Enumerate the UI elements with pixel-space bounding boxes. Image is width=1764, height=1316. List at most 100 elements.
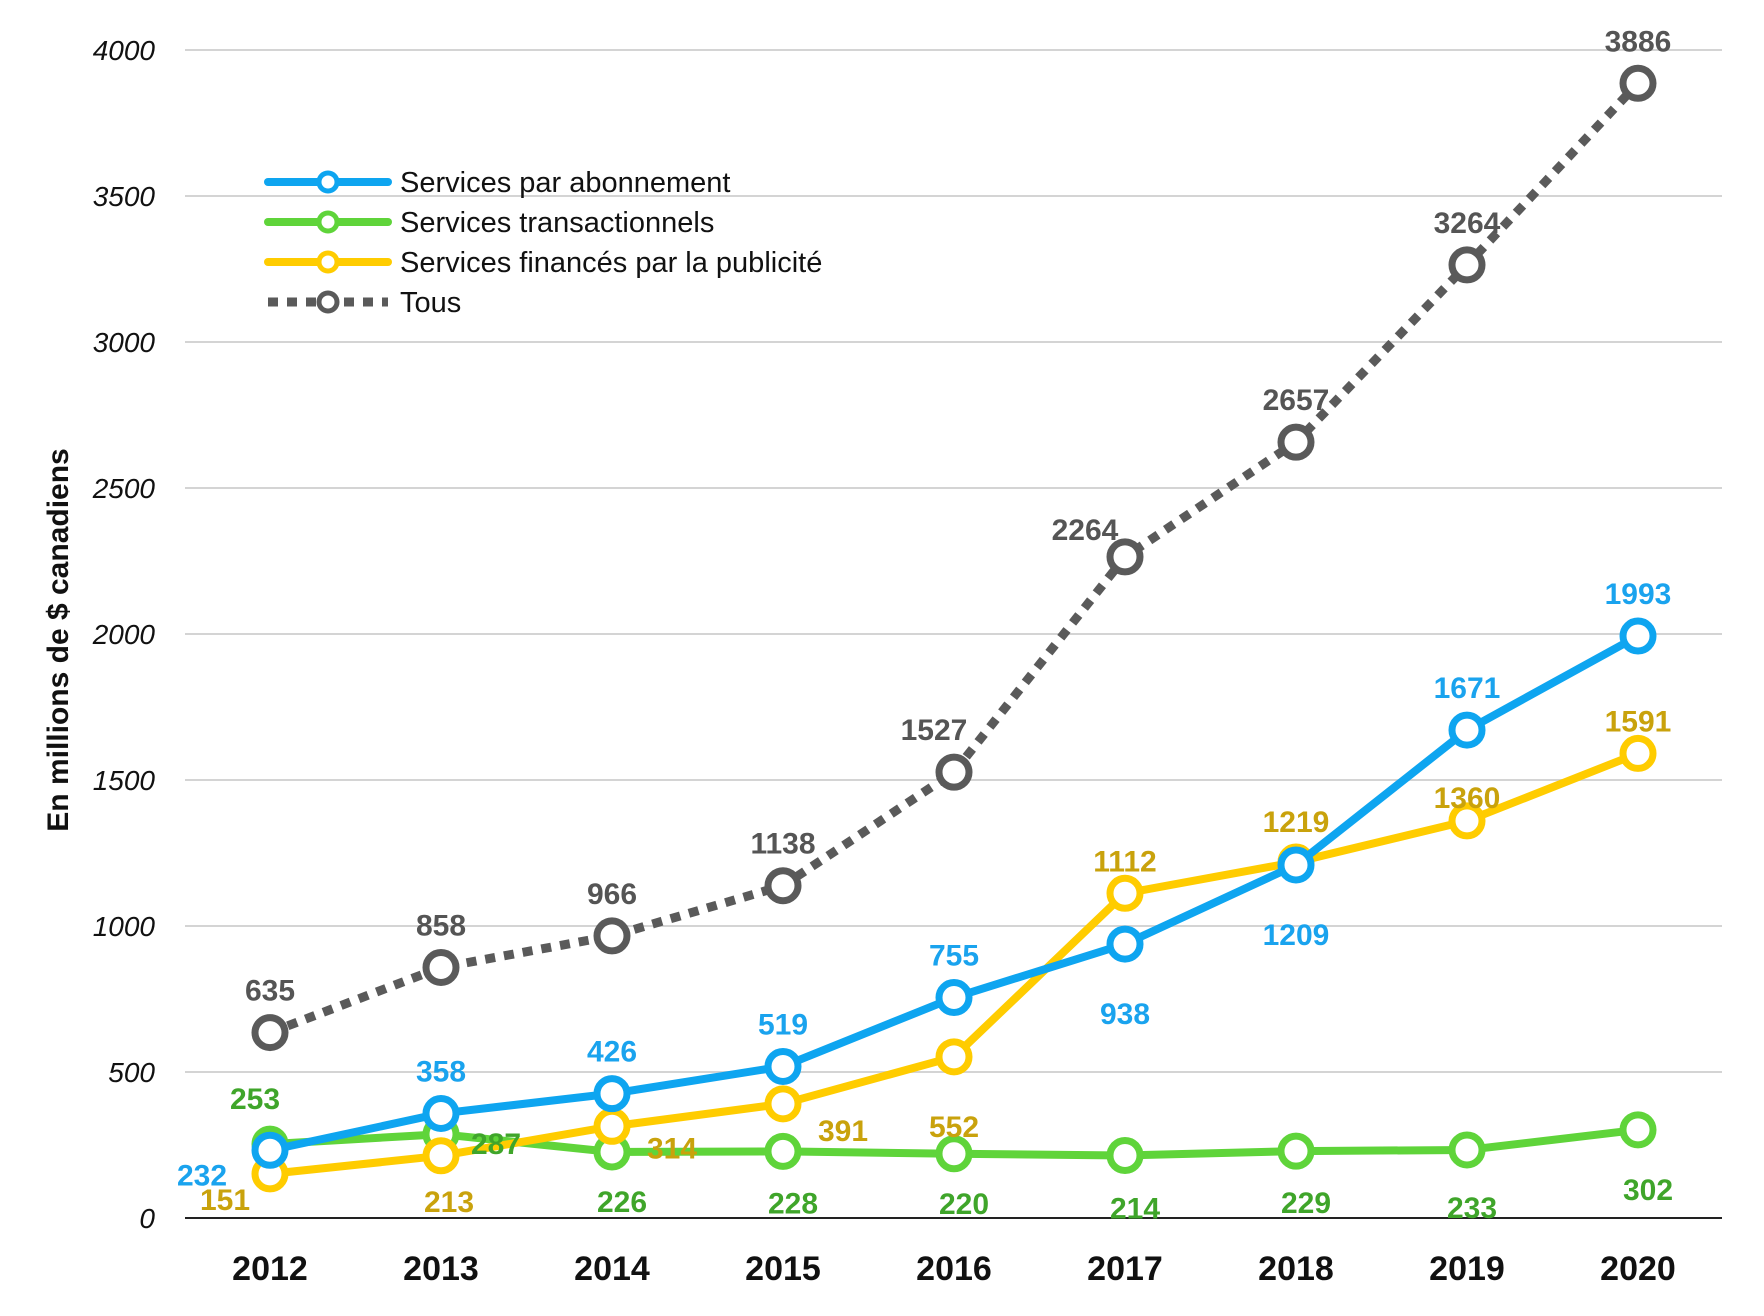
x-tick-label: 2018 (1258, 1250, 1334, 1288)
data-point (1106, 925, 1144, 963)
data-point (1106, 1137, 1144, 1175)
series-layer (251, 64, 1657, 1193)
data-point (251, 1014, 289, 1052)
data-label: 1591 (1605, 705, 1672, 738)
x-tick-label: 2016 (916, 1250, 992, 1288)
legend: Services par abonnement Services transact… (264, 167, 822, 319)
x-tick-label: 2013 (403, 1250, 479, 1288)
data-label: 966 (587, 878, 637, 911)
data-point (1619, 617, 1657, 655)
data-point (1106, 538, 1144, 576)
y-tick-label: 1000 (93, 911, 156, 942)
data-label: 2657 (1263, 384, 1330, 417)
data-point (251, 1131, 289, 1169)
data-label: 220 (939, 1188, 989, 1221)
data-label: 151 (200, 1184, 250, 1217)
data-point (1619, 1111, 1657, 1149)
data-label: 635 (245, 975, 295, 1008)
data-label: 858 (416, 909, 466, 942)
data-point (764, 1085, 802, 1123)
data-label: 938 (1100, 998, 1150, 1031)
data-labels: 232 358 426 519 755 938 1209 1671 1993 253 287 226 2… (177, 25, 1673, 1225)
data-point (935, 1135, 973, 1173)
data-label: 391 (818, 1115, 868, 1148)
data-point (935, 1038, 973, 1076)
data-point (593, 917, 631, 955)
x-tick-label: 2015 (745, 1250, 821, 1288)
y-axis-label: En millions de $ canadiens (42, 448, 75, 831)
data-point (1448, 1131, 1486, 1169)
data-point (1277, 846, 1315, 884)
data-point (764, 1047, 802, 1085)
data-label: 253 (230, 1083, 280, 1116)
x-tick-label: 2019 (1429, 1250, 1505, 1288)
x-tick-label: 2020 (1600, 1250, 1676, 1288)
data-label: 1360 (1434, 782, 1501, 815)
x-tick-label: 2017 (1087, 1250, 1163, 1288)
data-label: 1209 (1263, 919, 1330, 952)
y-tick-label: 4000 (93, 35, 156, 66)
data-point (935, 753, 973, 791)
y-tick-label: 0 (139, 1203, 155, 1234)
data-label: 1112 (1093, 845, 1156, 878)
data-label: 3264 (1434, 207, 1501, 240)
data-label: 1138 (750, 828, 815, 861)
data-label: 755 (929, 940, 979, 973)
data-label: 3886 (1605, 25, 1672, 58)
data-label: 1993 (1605, 578, 1672, 611)
data-point (1448, 246, 1486, 284)
x-tick-label: 2014 (574, 1250, 650, 1288)
legend-entry: Services par abonnement (400, 167, 730, 199)
data-point (593, 1107, 631, 1145)
legend-swatch-marker (316, 250, 340, 274)
data-point (422, 1094, 460, 1132)
data-label: 2264 (1052, 514, 1119, 547)
data-label: 302 (1623, 1174, 1673, 1207)
legend-entry: Services transactionnels (400, 207, 714, 239)
data-point (1619, 734, 1657, 772)
legend-swatch-marker (316, 290, 340, 314)
data-label: 519 (758, 1008, 808, 1041)
data-label: 226 (597, 1186, 647, 1219)
data-label: 552 (929, 1111, 979, 1144)
legend-swatch-marker (316, 170, 340, 194)
data-point (1619, 64, 1657, 102)
data-point (422, 948, 460, 986)
y-tick-label: 2500 (92, 473, 156, 504)
legend-swatch-marker (316, 210, 340, 234)
data-label: 229 (1281, 1187, 1331, 1220)
y-tick-label: 1500 (93, 765, 156, 796)
data-point (1448, 802, 1486, 840)
data-label: 1527 (901, 714, 968, 747)
data-point (1448, 711, 1486, 749)
x-tick-label: 2012 (232, 1250, 308, 1288)
data-point (1277, 1132, 1315, 1170)
data-point (764, 867, 802, 905)
data-label: 233 (1447, 1192, 1497, 1225)
data-label: 1671 (1434, 672, 1501, 705)
x-axis: 2012 2013 2014 2015 2016 2017 2018 2019 2020 (185, 1217, 1722, 1288)
data-label: 213 (424, 1186, 474, 1219)
data-label: 358 (416, 1055, 466, 1088)
data-label: 426 (587, 1036, 637, 1069)
data-point (422, 1137, 460, 1175)
data-label: 228 (768, 1187, 818, 1220)
data-label: 232 (177, 1159, 227, 1192)
data-point (593, 1075, 631, 1113)
data-label: 287 (471, 1128, 521, 1161)
data-point (1106, 874, 1144, 912)
legend-entry: Tous (400, 287, 461, 319)
data-label: 214 (1110, 1193, 1160, 1226)
data-point (1277, 423, 1315, 461)
y-tick-label: 3500 (93, 181, 156, 212)
y-tick-label: 3000 (93, 327, 156, 358)
y-tick-label: 2000 (92, 619, 156, 650)
y-axis-ticks: 0 500 1000 1500 2000 2500 3000 3500 4000 (92, 35, 156, 1234)
data-point (935, 979, 973, 1017)
y-tick-label: 500 (108, 1057, 155, 1088)
data-label: 314 (647, 1132, 697, 1165)
data-point (764, 1132, 802, 1170)
data-label: 1219 (1263, 806, 1330, 839)
legend-entry: Services financés par la publicité (400, 247, 822, 279)
